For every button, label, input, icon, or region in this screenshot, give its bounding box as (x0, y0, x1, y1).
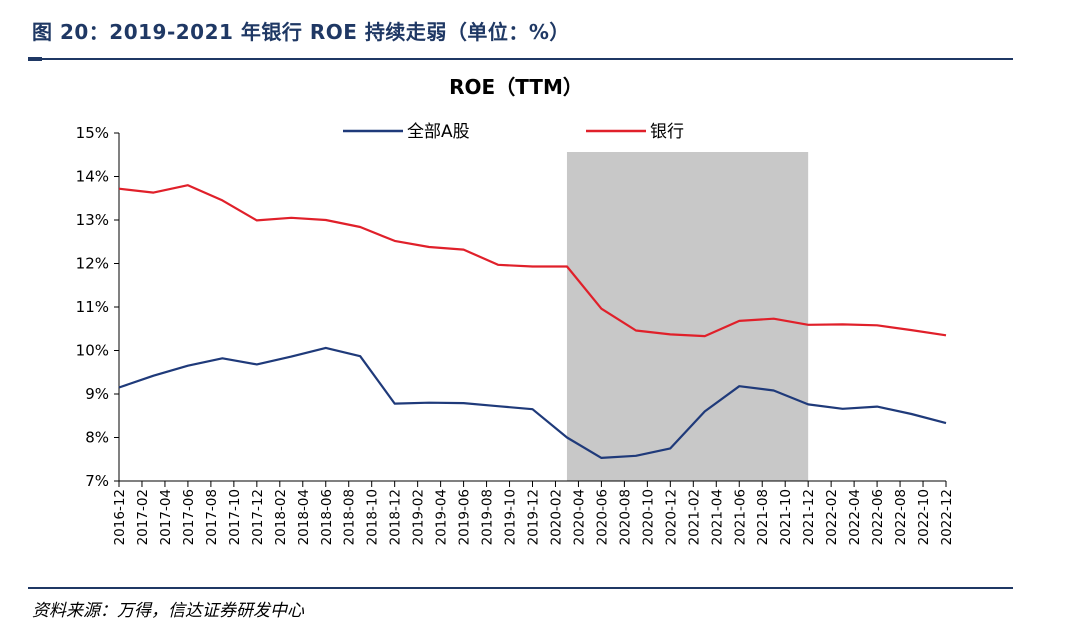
legend-label-banks: 银行 (650, 122, 684, 142)
x-tick-label: 2020-10 (640, 489, 656, 545)
x-tick-label: 2017-02 (135, 489, 151, 545)
x-tick-label: 2021-02 (686, 489, 702, 545)
x-tick-label: 2017-08 (204, 489, 220, 545)
y-tick-label: 15% (76, 124, 109, 142)
y-tick-label: 7% (85, 472, 109, 490)
x-tick-label: 2022-02 (824, 489, 840, 545)
x-tick-label: 2022-10 (916, 489, 932, 545)
x-tick-label: 2018-02 (273, 489, 289, 545)
y-tick-label: 14% (76, 168, 109, 186)
x-tick-label: 2017-10 (227, 489, 243, 545)
x-tick-label: 2022-04 (847, 489, 863, 545)
x-tick-label: 2018-10 (365, 489, 381, 545)
x-tick-label: 2017-06 (181, 489, 197, 545)
x-tick-label: 2022-12 (939, 489, 955, 545)
series-line-all-a-shares (118, 346, 947, 459)
x-tick-label: 2019-04 (434, 489, 450, 545)
x-tick-label: 2016-12 (112, 489, 128, 545)
x-tick-label: 2021-10 (778, 489, 794, 545)
x-tick-label: 2020-04 (571, 489, 587, 545)
figure-title: 图 20：2019-2021 年银行 ROE 持续走弱（单位：%） (32, 20, 570, 44)
top-divider-accent (28, 57, 42, 61)
x-tick-label: 2020-06 (594, 489, 610, 545)
x-tick-label: 2021-04 (709, 489, 725, 545)
x-tick-label: 2021-12 (801, 489, 817, 545)
x-tick-label: 2020-08 (617, 489, 633, 545)
x-tick-label: 2020-12 (663, 489, 679, 545)
x-tick-label: 2021-08 (755, 489, 771, 545)
series-line-banks (118, 184, 947, 338)
source-note: 资料来源：万得，信达证券研发中心 (32, 601, 304, 621)
y-tick-label: 13% (76, 211, 109, 229)
x-tick-label: 2018-06 (319, 489, 335, 545)
x-tick-label: 2019-10 (503, 489, 519, 545)
shaded-region (566, 152, 809, 481)
x-tick-label: 2017-04 (158, 489, 174, 545)
y-tick-label: 9% (85, 385, 109, 403)
x-tick-label: 2019-12 (526, 489, 542, 545)
x-tick-label: 2019-02 (411, 489, 427, 545)
top-divider (28, 58, 1013, 60)
y-tick-label: 12% (76, 255, 109, 273)
x-tick-label: 2022-08 (893, 489, 909, 545)
x-tick-label: 2021-06 (732, 489, 748, 545)
x-tick-label: 2019-06 (457, 489, 473, 545)
x-tick-label: 2018-12 (388, 489, 404, 545)
x-tick-label: 2017-12 (250, 489, 266, 545)
y-tick-label: 10% (76, 342, 109, 360)
y-tick-label: 8% (85, 429, 109, 447)
y-tick-label: 11% (76, 298, 109, 316)
chart-title: ROE（TTM） (449, 75, 583, 99)
x-tick-label: 2018-04 (296, 489, 312, 545)
x-tick-label: 2019-08 (480, 489, 496, 545)
x-tick-label: 2022-06 (870, 489, 886, 545)
x-tick-label: 2020-02 (548, 489, 564, 545)
legend-label-all-a-shares: 全部A股 (407, 122, 470, 142)
x-tick-label: 2018-08 (342, 489, 358, 545)
bottom-divider (28, 587, 1013, 589)
